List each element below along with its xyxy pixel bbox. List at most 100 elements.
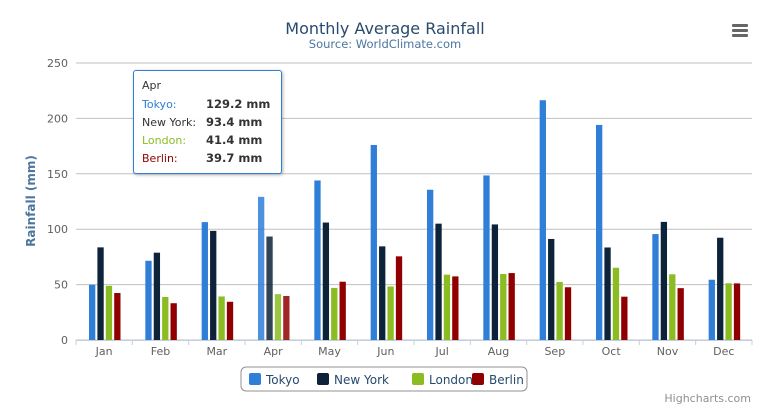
x-tick-label: Oct [602, 345, 622, 358]
legend-label: New York [334, 373, 389, 387]
bar-new-york [717, 237, 724, 340]
bar-berlin [452, 276, 459, 340]
tooltip-row: London: 41.4 mm [142, 131, 281, 149]
tooltip-series-name: Tokyo: [142, 97, 177, 111]
bar-london [105, 285, 113, 340]
legend-item-london[interactable]: London [412, 373, 473, 387]
bar-london [387, 286, 394, 340]
bar-berlin [621, 296, 628, 340]
y-tick-label: 100 [47, 223, 68, 236]
bar-new-york [379, 246, 386, 340]
bar-new-york [491, 224, 499, 340]
legend-item-tokyo[interactable]: Tokyo [249, 373, 300, 387]
x-tick-label: Sep [544, 345, 565, 358]
y-tick-label: 50 [54, 279, 68, 292]
bar-tokyo [89, 284, 96, 340]
bar-berlin [395, 256, 403, 340]
y-tick-label: 0 [61, 334, 68, 347]
bar-berlin [114, 293, 121, 340]
legend-label: Berlin [489, 373, 524, 387]
bar-new-york [210, 230, 217, 340]
x-tick-label: May [318, 345, 341, 358]
bar-london [500, 273, 507, 340]
menu-button[interactable] [730, 20, 750, 38]
bar-new-york [548, 238, 555, 340]
legend-symbol [249, 373, 261, 385]
bar-london [218, 296, 225, 340]
bar-tokyo [201, 222, 208, 340]
legend-label: London [429, 373, 473, 387]
legend-item-berlin[interactable]: Berlin [472, 373, 524, 387]
bar-london [669, 274, 676, 340]
bar-new-york [266, 236, 273, 340]
tooltip-value: 41.4 mm [206, 133, 263, 147]
tooltip-header: Apr [142, 79, 162, 92]
x-tick-label: Jan [95, 345, 113, 358]
x-tick-label: Aug [488, 345, 509, 358]
bar-new-york [153, 252, 161, 340]
bar-tokyo [483, 175, 490, 340]
bar-tokyo [370, 144, 377, 340]
bar-berlin [170, 303, 177, 340]
credits-link[interactable]: Highcharts.com [664, 392, 751, 405]
bar-berlin [677, 288, 684, 340]
tooltip-value: 129.2 mm [206, 97, 271, 111]
legend: Tokyo New York London Berlin [240, 366, 528, 392]
bar-london [612, 267, 620, 340]
tooltip-row: Berlin: 39.7 mm [142, 149, 281, 167]
chart-subtitle: Source: WorldClimate.com [309, 37, 461, 51]
bar-berlin [508, 273, 515, 340]
y-tick-label: 150 [47, 168, 68, 181]
bar-tokyo [427, 189, 434, 340]
bar-london [331, 287, 338, 340]
bar-new-york [435, 223, 442, 340]
bar-london [556, 281, 563, 340]
legend-label: Tokyo [265, 373, 300, 387]
y-tick-label: 250 [47, 57, 68, 70]
bar-berlin [283, 296, 290, 340]
tooltip-value: 93.4 mm [206, 115, 263, 129]
x-tick-label: Dec [713, 345, 734, 358]
legend-item-new-york[interactable]: New York [317, 373, 389, 387]
y-tick-label: 200 [47, 112, 68, 125]
tooltip: Apr Tokyo: 129.2 mm New York: 93.4 mm London… [133, 70, 282, 174]
bar-berlin [226, 301, 234, 340]
bar-new-york [322, 222, 330, 340]
tooltip-row: Tokyo: 129.2 mm [142, 95, 281, 113]
x-tick-label: Feb [151, 345, 170, 358]
tooltip-value: 39.7 mm [206, 151, 263, 165]
tooltip-row: New York: 93.4 mm [142, 113, 281, 131]
bar-tokyo [258, 196, 265, 340]
bar-london [725, 283, 732, 340]
bar-tokyo [708, 279, 715, 340]
tooltip-series-name: London: [142, 133, 187, 147]
legend-symbol [412, 373, 424, 385]
bar-berlin [733, 283, 741, 340]
bar-tokyo [145, 260, 152, 340]
bar-tokyo [596, 124, 603, 341]
bar-london [274, 294, 282, 340]
bar-berlin [339, 281, 346, 340]
x-tick-label: Apr [264, 345, 284, 358]
legend-symbol [317, 373, 329, 385]
tooltip-series-name: New York: [142, 115, 197, 129]
bar-tokyo [652, 234, 659, 340]
x-tick-label: Nov [657, 345, 679, 358]
x-tick-label: Jul [435, 345, 449, 358]
bar-london [162, 297, 169, 340]
chart-title: Monthly Average Rainfall [285, 19, 484, 38]
tooltip-series-name: Berlin: [142, 151, 178, 165]
bar-london [443, 274, 451, 340]
y-axis-title: Rainfall (mm) [24, 155, 38, 247]
bar-new-york [604, 247, 611, 340]
x-tick-label: Mar [206, 345, 227, 358]
bar-new-york [97, 247, 104, 340]
legend-symbol [472, 373, 484, 385]
x-tick-label: Jun [376, 345, 394, 358]
bar-berlin [564, 287, 572, 340]
bar-new-york [660, 221, 668, 340]
bar-tokyo [539, 100, 546, 341]
hamburger-menu-icon[interactable] [732, 24, 748, 37]
